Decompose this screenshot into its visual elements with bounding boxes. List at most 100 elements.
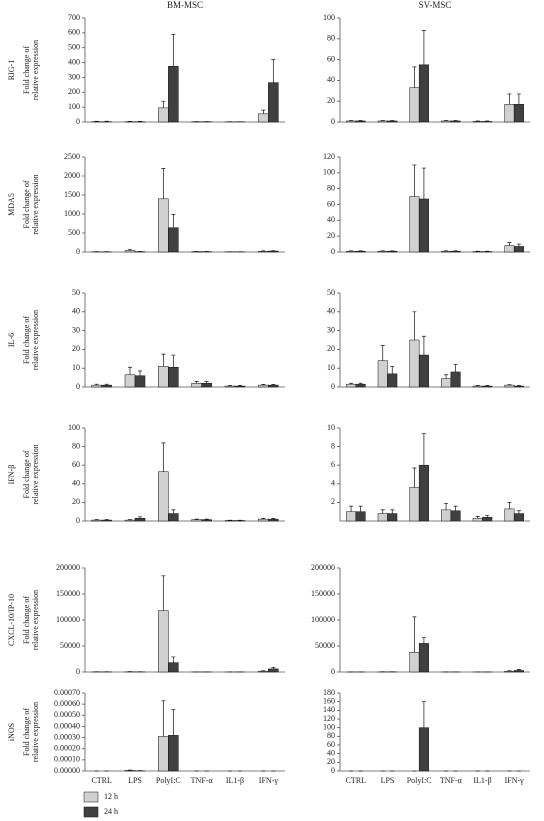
y-tick-label: 0.00020 xyxy=(54,744,80,753)
bar xyxy=(268,384,279,388)
y-tick-label: 150000 xyxy=(56,589,80,598)
bar xyxy=(513,246,524,253)
error-bar xyxy=(485,385,490,387)
error-bar xyxy=(271,666,276,669)
error-bar xyxy=(261,670,266,672)
bar xyxy=(418,354,429,388)
y-tick-label: 100000 xyxy=(56,615,80,624)
error-bar xyxy=(161,442,166,472)
y-tick-label: 120 xyxy=(323,152,335,161)
error-bar xyxy=(358,382,363,385)
y-tick-label: 400 xyxy=(68,57,80,66)
y-tick-label: 40 xyxy=(327,748,335,757)
error-bar xyxy=(128,366,132,375)
error-bar xyxy=(94,383,99,386)
x-tick-label: PolyI:C xyxy=(407,776,432,785)
error-bar xyxy=(261,109,266,114)
legend-swatch xyxy=(83,791,99,803)
y-tick-label: 10 xyxy=(72,363,80,372)
y-axis-label: relative expression xyxy=(31,40,40,100)
bar xyxy=(346,511,357,522)
bar xyxy=(441,120,452,123)
bar xyxy=(268,250,279,253)
x-tick-label: TNF-α xyxy=(191,776,214,785)
y-tick-label: 0.00050 xyxy=(54,710,80,719)
bar xyxy=(124,374,136,388)
column-title: SV-MSC xyxy=(419,0,452,10)
bar xyxy=(268,518,279,522)
y-tick-label: 80 xyxy=(327,34,335,43)
bar xyxy=(258,250,269,253)
y-tick-label: 200 xyxy=(68,87,80,96)
error-bar xyxy=(390,509,395,514)
bar xyxy=(513,104,524,123)
bar xyxy=(504,384,515,388)
y-tick-label: 20 xyxy=(327,757,335,766)
y-tick-label: 180 xyxy=(323,688,335,697)
y-tick-label: 20 xyxy=(72,497,80,506)
y-tick-label: 40 xyxy=(72,307,80,316)
y-tick-label: 30 xyxy=(72,325,80,334)
y-tick-label: 0 xyxy=(331,766,335,775)
error-bar xyxy=(390,120,395,121)
error-bar xyxy=(444,374,449,379)
bar xyxy=(409,196,420,253)
y-tick-label: 40 xyxy=(72,479,80,488)
y-axis-label: relative expression xyxy=(31,310,40,370)
y-tick-label: 200000 xyxy=(56,563,80,572)
bar xyxy=(409,487,420,522)
bar xyxy=(441,250,452,253)
error-bar xyxy=(453,120,458,121)
error-bar xyxy=(516,93,521,105)
y-axis-label: Fold change of xyxy=(22,316,31,364)
x-tick-label: CTRL xyxy=(346,776,367,785)
error-bar xyxy=(138,516,142,519)
bar xyxy=(441,509,452,522)
bar xyxy=(158,736,169,772)
row-label: MDA5 xyxy=(7,193,16,216)
x-tick-label: IFN-γ xyxy=(505,776,525,785)
bar xyxy=(387,120,398,123)
error-bar xyxy=(380,509,385,514)
legend-swatch xyxy=(83,806,99,818)
bar xyxy=(168,66,179,123)
error-bar xyxy=(171,709,176,736)
bar xyxy=(124,250,136,253)
bar xyxy=(418,464,429,522)
y-tick-label: 0.00030 xyxy=(54,732,80,741)
y-tick-label: 20 xyxy=(327,231,335,240)
y-tick-label: 100 xyxy=(68,102,80,111)
error-bar xyxy=(475,385,480,387)
y-tick-label: 100 xyxy=(68,423,80,432)
bar xyxy=(258,113,269,123)
bar xyxy=(168,513,179,522)
bar xyxy=(158,471,169,522)
y-tick-label: 700 xyxy=(68,13,80,22)
bar xyxy=(224,385,236,388)
bar xyxy=(158,366,169,388)
bar xyxy=(158,198,169,253)
y-tick-label: 80 xyxy=(327,731,335,740)
error-bar xyxy=(485,515,490,518)
error-bar xyxy=(204,381,209,384)
error-bar xyxy=(475,516,480,519)
y-tick-label: 0 xyxy=(331,117,335,126)
bar xyxy=(355,120,366,123)
bar xyxy=(191,519,202,522)
error-bar xyxy=(161,700,166,737)
x-tick-label: LPS xyxy=(128,776,142,785)
bar xyxy=(101,384,112,388)
y-tick-label: 500 xyxy=(68,228,80,237)
bar xyxy=(409,651,420,673)
y-axis-label: Fold change of xyxy=(22,46,31,94)
y-tick-label: 60 xyxy=(327,740,335,749)
y-tick-label: 6 xyxy=(331,460,335,469)
error-bar xyxy=(161,100,166,108)
error-bar xyxy=(516,669,521,671)
error-bar xyxy=(271,59,276,83)
bar xyxy=(513,513,524,522)
y-tick-label: 60 xyxy=(72,460,80,469)
bar xyxy=(504,104,515,123)
error-bar xyxy=(261,518,266,520)
bar xyxy=(101,519,112,522)
